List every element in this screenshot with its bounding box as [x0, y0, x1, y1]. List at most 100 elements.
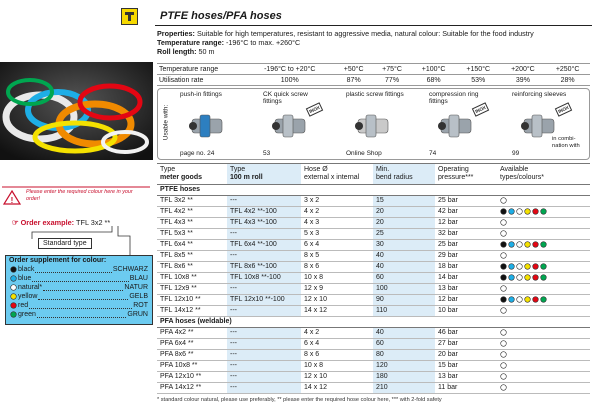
hose-cell: TFL 4x3 **: [157, 217, 227, 229]
colour-swatch: [10, 311, 17, 318]
header-line: Hose Ø: [304, 166, 328, 173]
hose-cell: 42 bar: [435, 206, 497, 218]
property-text: -196°C to max. +260°C: [225, 38, 301, 47]
order-lines: !: [2, 186, 150, 256]
temperature-cell: 100%: [245, 74, 335, 86]
colour-swatch-fill: [10, 302, 17, 309]
hose-cell: 32 bar: [435, 228, 497, 240]
colour-dot: [500, 307, 507, 314]
colour-dot-fill: [508, 263, 515, 270]
temperature-cell: +100°C: [411, 63, 456, 75]
hose-cell: TFL 10x8 **: [157, 272, 227, 284]
colour-dot-fill: [540, 263, 547, 270]
fitting-collar: [199, 114, 211, 138]
hose-cell: PFA 10x8 **: [157, 360, 227, 372]
colour-dot: [524, 274, 531, 281]
section-title: PTFE hoses: [157, 184, 590, 196]
fitting-item: compression ring fittings INOX 74: [427, 91, 507, 157]
fitting-name: plastic screw fittings: [346, 91, 404, 98]
hose-cell: 20 bar: [435, 349, 497, 361]
colour-dot: [532, 274, 539, 281]
header-line: 100 m roll: [230, 174, 263, 181]
hose-cell: TFL 8x6 **: [157, 261, 227, 273]
hose-cell: 11 bar: [435, 382, 497, 394]
colour-dot-fill: [516, 241, 523, 248]
colour-dot-fill: [500, 307, 507, 314]
colour-dot-fill: [516, 263, 523, 270]
fitting-bore: [189, 122, 197, 130]
column-header: Available types/colours*: [497, 163, 590, 185]
colour-code: SCHWARZ: [112, 266, 148, 273]
fitting-name: push-in fittings: [180, 91, 222, 98]
fitting-collar: [531, 114, 543, 138]
property-text: Suitable for high temperatures, resistan…: [196, 29, 534, 38]
hose-cell: TFL 6x4 **-100: [227, 239, 301, 251]
header-line: pressure***: [438, 174, 474, 181]
colour-name: yellow: [18, 293, 38, 300]
hose-cell: 60: [373, 272, 435, 284]
hose-row: TFL 6x4 ** TFL 6x4 **-100 6 x 4 30 25 bar: [157, 239, 590, 251]
standard-type: Standard type: [38, 238, 92, 249]
section-row: PFA hoses (weldable): [157, 316, 590, 328]
colour-cell: [497, 217, 590, 229]
colour-cell: [497, 228, 590, 240]
temperature-cell: +150°C: [455, 63, 501, 75]
colour-dot-fill: [516, 296, 523, 303]
fitting-page: 74: [429, 150, 437, 157]
hose-cell: TFL 8x5 **: [157, 250, 227, 262]
colour-dot: [540, 296, 547, 303]
colour-dot: [500, 274, 507, 281]
hose-cell: TFL 5x3 **: [157, 228, 227, 240]
hose-cell: 8 x 5: [301, 250, 373, 262]
hose-cell: 8 x 6: [301, 261, 373, 273]
colour-swatch-fill: [10, 275, 17, 282]
colour-dot: [500, 329, 507, 336]
hose-row: TFL 4x2 ** TFL 4x2 **-100 4 x 2 20 42 bar: [157, 206, 590, 218]
colour-swatch-fill: [10, 284, 17, 291]
hose-cell: 30: [373, 239, 435, 251]
hose-cell: 12 x 9: [301, 283, 373, 295]
colour-dot: [516, 208, 523, 215]
hose-cell: 40: [373, 250, 435, 262]
hose-row: PFA 10x8 ** --- 10 x 8 120 15 bar: [157, 360, 590, 372]
hose-row: PFA 6x4 ** --- 6 x 4 60 27 bar: [157, 338, 590, 350]
property-label: Roll length:: [157, 47, 197, 56]
colour-dot: [524, 208, 531, 215]
hose-cell: 10 x 8: [301, 360, 373, 372]
colour-dot-fill: [532, 241, 539, 248]
colour-dot-fill: [524, 241, 531, 248]
hose-row: TFL 10x8 ** TFL 10x8 **-100 10 x 8 60 14 bar: [157, 272, 590, 284]
fitting-page: 99: [512, 150, 520, 157]
header-line: external x internal: [304, 174, 360, 181]
colour-dot: [540, 241, 547, 248]
colour-dot-fill: [532, 208, 539, 215]
hose-cell: 180: [373, 371, 435, 383]
hose-cell: 46 bar: [435, 327, 497, 339]
hose-cell: TFL 4x2 **-100: [227, 206, 301, 218]
colour-dot: [508, 208, 515, 215]
footnote: * standard colour natural, please use pr…: [157, 397, 442, 403]
header-line: Available: [500, 166, 529, 173]
fitting-bore: [272, 122, 280, 130]
fitting-shape: [521, 114, 555, 138]
colour-name: red: [18, 302, 29, 309]
fitting-name: compression ring fittings: [429, 91, 479, 105]
fitting-name: CK quick screw fittings: [263, 91, 308, 105]
colour-dot-fill: [532, 296, 539, 303]
colour-name: blue: [18, 275, 32, 282]
fitting-item: CK quick screw fittings INOX 53: [261, 91, 341, 157]
colour-code: GRUN: [127, 311, 148, 318]
colour-dot: [540, 263, 547, 270]
colour-warning: Please enter the required colour here in…: [26, 189, 133, 202]
hose-cell: 110: [373, 305, 435, 317]
hose-cell: 4 x 2: [301, 327, 373, 339]
colour-dot-fill: [500, 296, 507, 303]
temperature-cell: 28%: [545, 74, 590, 86]
colour-dot: [524, 241, 531, 248]
hose-cell: 120: [373, 360, 435, 372]
colour-row: black SCHWARZ: [6, 265, 152, 274]
hose-cell: ---: [227, 371, 301, 383]
colour-dot-fill: [500, 219, 507, 226]
colour-code: GELB: [129, 293, 148, 300]
